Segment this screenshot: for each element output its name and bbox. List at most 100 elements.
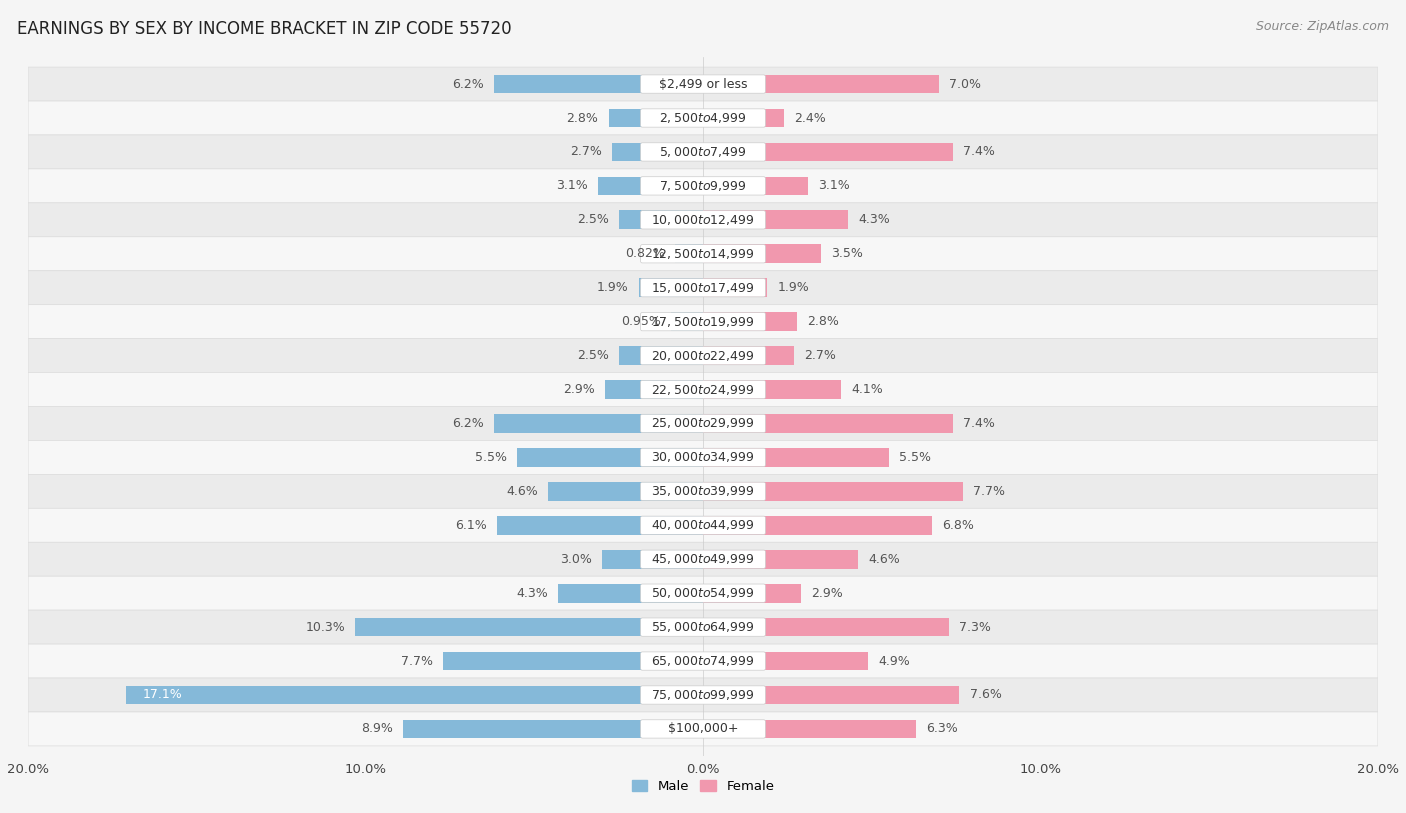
Text: EARNINGS BY SEX BY INCOME BRACKET IN ZIP CODE 55720: EARNINGS BY SEX BY INCOME BRACKET IN ZIP…	[17, 20, 512, 38]
FancyBboxPatch shape	[28, 474, 1378, 508]
Text: 2.5%: 2.5%	[576, 213, 609, 226]
FancyBboxPatch shape	[28, 169, 1378, 203]
Bar	[638, 278, 703, 297]
Bar	[494, 75, 703, 93]
Text: 2.4%: 2.4%	[794, 111, 825, 124]
Bar	[703, 346, 794, 365]
Bar	[619, 211, 703, 229]
Bar	[619, 346, 703, 365]
Text: $15,000 to $17,499: $15,000 to $17,499	[651, 280, 755, 294]
Text: $2,499 or less: $2,499 or less	[659, 77, 747, 90]
FancyBboxPatch shape	[28, 135, 1378, 169]
Text: 4.6%: 4.6%	[869, 553, 900, 566]
Bar	[703, 652, 869, 671]
Text: 0.82%: 0.82%	[626, 247, 665, 260]
FancyBboxPatch shape	[641, 211, 765, 229]
Bar	[602, 550, 703, 568]
Text: 5.5%: 5.5%	[898, 451, 931, 464]
Bar	[605, 380, 703, 399]
FancyBboxPatch shape	[28, 610, 1378, 644]
Text: $75,000 to $99,999: $75,000 to $99,999	[651, 688, 755, 702]
Text: 7.6%: 7.6%	[970, 689, 1001, 702]
Text: 4.9%: 4.9%	[879, 654, 910, 667]
FancyBboxPatch shape	[28, 203, 1378, 237]
FancyBboxPatch shape	[641, 720, 765, 738]
Text: 17.1%: 17.1%	[143, 689, 183, 702]
Bar	[703, 245, 821, 263]
Text: 2.8%: 2.8%	[807, 315, 839, 328]
Legend: Male, Female: Male, Female	[626, 775, 780, 798]
Text: $55,000 to $64,999: $55,000 to $64,999	[651, 620, 755, 634]
Text: $22,500 to $24,999: $22,500 to $24,999	[651, 383, 755, 397]
Text: 10.3%: 10.3%	[305, 620, 346, 633]
Bar	[402, 720, 703, 738]
Text: 7.4%: 7.4%	[963, 417, 994, 430]
Text: 2.7%: 2.7%	[804, 349, 837, 362]
Bar	[609, 109, 703, 128]
Text: $50,000 to $54,999: $50,000 to $54,999	[651, 586, 755, 600]
Text: 3.5%: 3.5%	[831, 247, 863, 260]
Bar	[517, 448, 703, 467]
Bar	[703, 618, 949, 637]
Text: 6.3%: 6.3%	[925, 723, 957, 736]
FancyBboxPatch shape	[641, 176, 765, 195]
FancyBboxPatch shape	[28, 271, 1378, 305]
Text: 7.4%: 7.4%	[963, 146, 994, 159]
Bar	[443, 652, 703, 671]
Text: $12,500 to $14,999: $12,500 to $14,999	[651, 247, 755, 261]
Text: 8.9%: 8.9%	[361, 723, 392, 736]
FancyBboxPatch shape	[28, 237, 1378, 271]
FancyBboxPatch shape	[641, 245, 765, 263]
Text: $25,000 to $29,999: $25,000 to $29,999	[651, 416, 755, 430]
Text: 2.5%: 2.5%	[576, 349, 609, 362]
Text: $20,000 to $22,499: $20,000 to $22,499	[651, 349, 755, 363]
Text: $45,000 to $49,999: $45,000 to $49,999	[651, 552, 755, 566]
Bar	[703, 550, 858, 568]
FancyBboxPatch shape	[641, 550, 765, 568]
Bar	[703, 211, 848, 229]
FancyBboxPatch shape	[28, 678, 1378, 712]
Bar	[599, 176, 703, 195]
FancyBboxPatch shape	[28, 406, 1378, 441]
Bar	[703, 448, 889, 467]
Text: 2.9%: 2.9%	[564, 383, 595, 396]
Bar	[498, 516, 703, 535]
Text: $40,000 to $44,999: $40,000 to $44,999	[651, 519, 755, 533]
Bar	[703, 142, 953, 161]
FancyBboxPatch shape	[28, 542, 1378, 576]
FancyBboxPatch shape	[28, 67, 1378, 101]
FancyBboxPatch shape	[641, 109, 765, 127]
FancyBboxPatch shape	[641, 482, 765, 501]
FancyBboxPatch shape	[28, 305, 1378, 339]
Text: 4.1%: 4.1%	[852, 383, 883, 396]
Bar	[127, 685, 703, 704]
FancyBboxPatch shape	[641, 448, 765, 467]
FancyBboxPatch shape	[28, 101, 1378, 135]
Text: 3.1%: 3.1%	[557, 180, 588, 193]
Bar	[703, 516, 932, 535]
FancyBboxPatch shape	[641, 380, 765, 398]
Text: 1.9%: 1.9%	[778, 281, 808, 294]
FancyBboxPatch shape	[641, 516, 765, 534]
Bar	[612, 142, 703, 161]
Bar	[703, 75, 939, 93]
Text: 6.1%: 6.1%	[456, 519, 486, 532]
Text: 7.7%: 7.7%	[401, 654, 433, 667]
Text: 4.3%: 4.3%	[516, 587, 548, 600]
Bar	[703, 482, 963, 501]
FancyBboxPatch shape	[28, 644, 1378, 678]
Text: 6.8%: 6.8%	[942, 519, 974, 532]
FancyBboxPatch shape	[641, 415, 765, 433]
Bar	[671, 312, 703, 331]
Text: $30,000 to $34,999: $30,000 to $34,999	[651, 450, 755, 464]
Bar	[703, 414, 953, 433]
FancyBboxPatch shape	[641, 584, 765, 602]
Bar	[703, 720, 915, 738]
Text: 3.0%: 3.0%	[560, 553, 592, 566]
FancyBboxPatch shape	[28, 441, 1378, 474]
Text: $10,000 to $12,499: $10,000 to $12,499	[651, 213, 755, 227]
Text: 4.3%: 4.3%	[858, 213, 890, 226]
Text: $65,000 to $74,999: $65,000 to $74,999	[651, 654, 755, 668]
Text: 3.1%: 3.1%	[818, 180, 849, 193]
FancyBboxPatch shape	[641, 75, 765, 93]
